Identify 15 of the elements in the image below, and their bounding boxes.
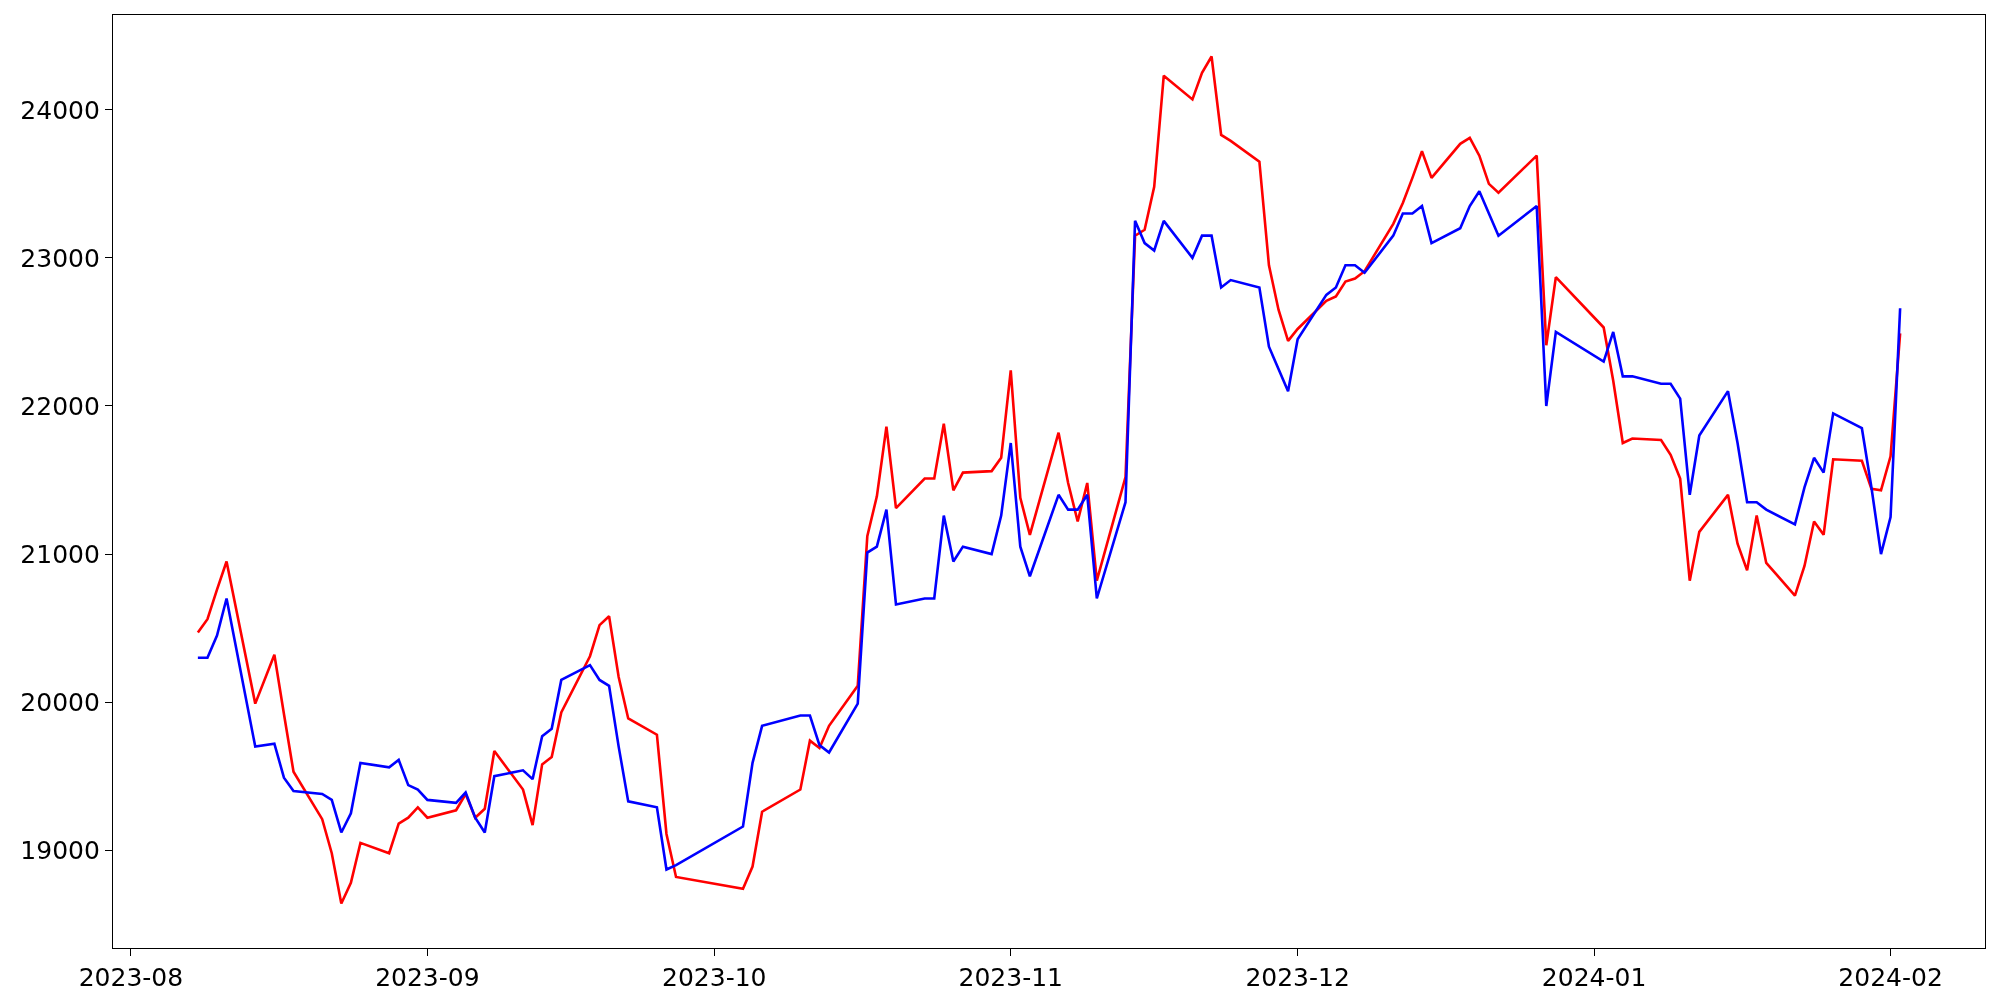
line-series bbox=[196, 55, 1902, 905]
x-tick-label: 2023-08 bbox=[78, 963, 184, 993]
x-tick-label: 2024-02 bbox=[1838, 963, 1943, 993]
x-tick-label: 2024-01 bbox=[1541, 963, 1647, 993]
y-tick-label: 19000 bbox=[20, 836, 100, 866]
x-tick-label: 2023-11 bbox=[958, 963, 1063, 993]
y-tick-label: 24000 bbox=[20, 95, 100, 125]
y-tick-label: 20000 bbox=[20, 687, 100, 717]
y-tick-label: 22000 bbox=[20, 391, 100, 421]
x-tick-label: 2023-12 bbox=[1245, 963, 1350, 993]
y-tick-label: 21000 bbox=[20, 539, 100, 569]
line-series bbox=[196, 189, 1902, 871]
x-tick-label: 2023-09 bbox=[375, 963, 480, 993]
x-tick-label: 2023-10 bbox=[662, 963, 767, 993]
y-tick-label: 23000 bbox=[20, 243, 100, 273]
